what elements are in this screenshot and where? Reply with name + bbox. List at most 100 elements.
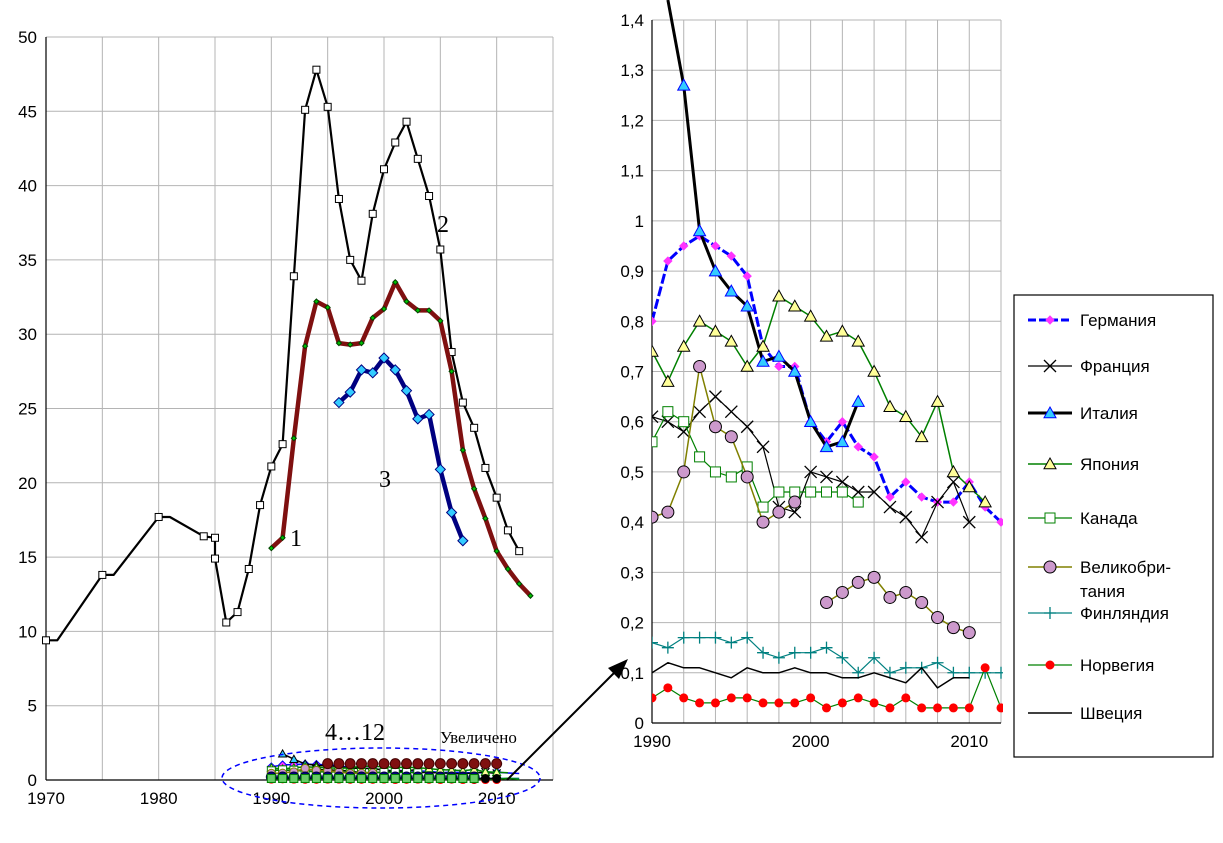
- right-y-tick-label: 0,2: [620, 614, 644, 633]
- mini-series-point: [322, 758, 334, 770]
- left-series-2-point: [515, 547, 524, 556]
- mini-series-point: [311, 774, 321, 784]
- left-series-2-point: [503, 526, 512, 535]
- left-series-1-point: [414, 307, 422, 314]
- right-series-Франция-point: [899, 510, 913, 524]
- right-series-Италия-point: [835, 434, 850, 448]
- right-series-Япония-point: [867, 364, 881, 377]
- right-series-Япония-point: [851, 334, 866, 347]
- right-y-tick-label: 0,1: [620, 664, 644, 683]
- right-series-Япония-point: [898, 409, 913, 422]
- right-series-Норвегия-line: [652, 667, 1002, 709]
- right-series-Финляндия-point: [757, 646, 770, 659]
- mini-series-point: [289, 754, 299, 763]
- right-series-Япония-point: [962, 479, 977, 493]
- mini-series-point: [480, 774, 490, 784]
- right-series-Норвегия-point: [869, 698, 879, 708]
- right-series-Финляндия-point: [661, 641, 674, 654]
- right-series-Италия-point: [787, 364, 802, 377]
- right-series-Германия-point: [885, 492, 895, 502]
- right-series-Финляндия-point: [693, 631, 706, 644]
- left-y-tick-label: 40: [18, 177, 37, 196]
- left-series-3-point: [434, 463, 447, 476]
- left-series-1-point: [470, 485, 478, 492]
- right-series-Канада-point: [789, 486, 801, 498]
- legend-label: Норвегия: [1080, 656, 1154, 675]
- left-series-2-point: [368, 209, 377, 218]
- right-series-Великобри-тания-point: [851, 575, 865, 589]
- right-series-Великобри-тания-point: [740, 470, 754, 484]
- right-series-Италия-point: [803, 414, 818, 428]
- left-series-3-point: [412, 413, 424, 425]
- right-series-Франция-point: [788, 505, 802, 519]
- left-series-2-point: [211, 533, 219, 542]
- legend-label: Финляндия: [1080, 604, 1169, 623]
- left-series-1-point: [324, 304, 331, 311]
- right-series-Норвегия-point: [806, 693, 816, 703]
- right-series-Франция-point: [661, 415, 675, 429]
- right-y-tick-label: 0,5: [620, 463, 644, 482]
- legend-label: Италия: [1080, 404, 1138, 423]
- right-series-Великобри-тания-point: [962, 626, 976, 640]
- mini-series-point: [367, 758, 379, 770]
- left-series-2-point: [301, 105, 310, 114]
- right-series-Франция-point: [835, 475, 849, 489]
- legend-label: Франция: [1080, 357, 1150, 376]
- left-series-1-point: [493, 547, 500, 555]
- left-series-1-point: [358, 339, 365, 347]
- left-y-tick-label: 50: [18, 28, 37, 47]
- left-series-2-point: [199, 532, 208, 541]
- right-series-Франция-point: [708, 390, 722, 404]
- legend-label: Канада: [1080, 509, 1138, 528]
- right-series-Япония-point: [661, 374, 675, 387]
- right-series-Великобри-тания-point: [693, 359, 707, 373]
- right-series-Великобри-тания-point: [820, 595, 833, 609]
- mini-series-point: [457, 758, 469, 770]
- right-series-Великобри-тания-point: [661, 505, 675, 519]
- right-series-Канада-point: [678, 416, 690, 428]
- right-series-Франция-point: [677, 425, 691, 439]
- legend-swatch-marker: [1045, 660, 1055, 670]
- right-y-tick-label: 0,8: [620, 312, 644, 331]
- left-series-1-point: [459, 446, 467, 454]
- right-series-Германия-line: [652, 234, 1003, 524]
- annotation-3: 3: [379, 467, 391, 493]
- right-series-Германия-point: [869, 452, 879, 462]
- left-series-1-point: [369, 314, 376, 322]
- right-series-Япония-point: [740, 359, 755, 372]
- left-series-2-point: [492, 493, 501, 502]
- left-series-1-point: [527, 592, 534, 599]
- right-series-Великобри-тания-line: [652, 365, 796, 523]
- left-x-tick-label: 1990: [252, 789, 290, 808]
- right-series-Германия-point: [916, 492, 927, 502]
- right-series-Франция-point: [756, 440, 770, 454]
- mini-series-point: [378, 758, 390, 770]
- right-series-Япония-point: [946, 464, 961, 478]
- right-series-Норвегия-point: [695, 698, 705, 708]
- right-series-Норвегия-point: [996, 703, 1003, 713]
- right-series-Франция-point: [851, 485, 865, 499]
- right-series-Финляндия-point: [899, 661, 912, 674]
- left-series-3-point: [400, 384, 413, 397]
- right-series-Канада-point: [662, 406, 674, 418]
- left-series-1-point: [448, 368, 455, 375]
- right-series-Франция-point: [946, 475, 960, 489]
- zoom-arrow-line: [506, 665, 622, 781]
- mini-series-point: [389, 758, 401, 770]
- right-series-Норвегия-point: [885, 703, 895, 713]
- right-series-Италия-point: [708, 264, 723, 277]
- right-series-Германия-point: [948, 497, 959, 507]
- right-chart-grid: [651, 19, 1002, 724]
- right-series-Франция-point: [804, 465, 818, 479]
- legend-swatch-marker: [1043, 359, 1057, 373]
- mini-series-point: [447, 774, 457, 784]
- left-y-tick-label: 15: [18, 548, 37, 567]
- left-y-tick-label: 25: [18, 400, 37, 419]
- right-series-Япония-point: [652, 344, 659, 357]
- right-series-Норвегия-point: [742, 693, 752, 703]
- right-series-Италия-point: [676, 78, 691, 91]
- right-series-Германия-point: [901, 477, 911, 487]
- right-series-Финляндия-point: [804, 646, 817, 659]
- right-series-Норвегия-point: [980, 663, 990, 673]
- right-series-Норвегия-point: [901, 693, 911, 703]
